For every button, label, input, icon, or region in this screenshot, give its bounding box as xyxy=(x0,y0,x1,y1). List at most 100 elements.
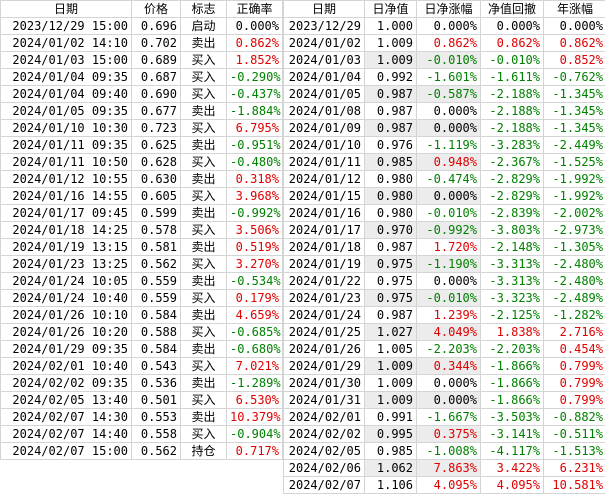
cell: 卖出 xyxy=(180,374,227,392)
cell: 0.630 xyxy=(131,170,181,188)
cell: 买入 xyxy=(180,425,227,443)
cell: -0.480% xyxy=(226,153,283,171)
cell: 1.000 xyxy=(364,17,417,35)
data-row: 2024/01/02 14:10 0.702 卖出 0.862% xyxy=(0,34,283,52)
cell: 2.716% xyxy=(543,323,605,341)
cell: 卖出 xyxy=(180,136,227,154)
cell: 0.689 xyxy=(131,51,181,69)
column-header: 日期 xyxy=(283,0,365,18)
data-row: 2024/01/24 10:05 0.559 卖出 -0.534% xyxy=(0,272,283,290)
cell: 0.799% xyxy=(543,357,605,375)
data-row: 2024/01/02 1.009 0.862% 0.862% 0.862% xyxy=(283,34,605,52)
cell: -3.283% xyxy=(480,136,544,154)
cell: 卖出 xyxy=(180,34,227,52)
cell: -3.803% xyxy=(480,221,544,239)
cell: 2024/01/16 14:55 xyxy=(0,187,132,205)
header-row: 日期 日净值 日净涨幅 净值回撤 年涨幅 xyxy=(283,0,605,18)
cell: 2024/01/26 10:10 xyxy=(0,306,132,324)
column-header: 价格 xyxy=(131,0,181,18)
cell: -1.525% xyxy=(543,153,605,171)
cell: 买入 xyxy=(180,68,227,86)
cell: 2024/01/04 09:35 xyxy=(0,68,132,86)
cell: 2024/01/04 09:40 xyxy=(0,85,132,103)
cell: -1.008% xyxy=(416,442,481,460)
cell: 2024/01/19 13:15 xyxy=(0,238,132,256)
data-row: 2024/01/04 09:40 0.690 买入 -0.437% xyxy=(0,85,283,103)
cell: 1.005 xyxy=(364,340,417,358)
cell: 1.027 xyxy=(364,323,417,341)
cell: 持仓 xyxy=(180,442,227,460)
cell: 4.095% xyxy=(480,476,544,494)
data-row: 2024/02/07 15:00 0.562 持仓 0.717% xyxy=(0,442,283,460)
cell: -0.010% xyxy=(416,204,481,222)
cell: -1.992% xyxy=(543,187,605,205)
data-row: 2024/01/23 13:25 0.562 买入 3.270% xyxy=(0,255,283,273)
cell: 0.543 xyxy=(131,357,181,375)
daily-table: 日期 日净值 日净涨幅 净值回撤 年涨幅 2023/12/29 1.000 0.000% 0.0… xyxy=(283,0,605,494)
cell: 0.985 xyxy=(364,442,417,460)
cell: 2024/01/19 xyxy=(283,255,365,273)
data-row: 2024/01/25 1.027 4.049% 1.838% 2.716% xyxy=(283,323,605,341)
cell: 买入 xyxy=(180,85,227,103)
cell: -1.190% xyxy=(416,255,481,273)
cell: 0.501 xyxy=(131,391,181,409)
cell: 0.862% xyxy=(226,34,283,52)
cell: 0.980 xyxy=(364,170,417,188)
cell: 0.454% xyxy=(543,340,605,358)
data-row: 2024/01/04 0.992 -1.601% -1.611% -0.762% xyxy=(283,68,605,86)
data-row: 2023/12/29 1.000 0.000% 0.000% 0.000% xyxy=(283,17,605,35)
cell: 1.009 xyxy=(364,374,417,392)
cell: 买入 xyxy=(180,357,227,375)
cell: -1.305% xyxy=(543,238,605,256)
cell: 2024/02/06 xyxy=(283,459,365,477)
cell: 0.948% xyxy=(416,153,481,171)
data-row: 2024/01/05 0.987 -0.587% -2.188% -1.345% xyxy=(283,85,605,103)
cell: 4.095% xyxy=(416,476,481,494)
cell: 0.696 xyxy=(131,17,181,35)
cell: 1.009 xyxy=(364,34,417,52)
cell: -2.367% xyxy=(480,153,544,171)
cell: -0.951% xyxy=(226,136,283,154)
cell: 2024/01/03 15:00 xyxy=(0,51,132,69)
cell: -3.313% xyxy=(480,255,544,273)
cell: 4.659% xyxy=(226,306,283,324)
data-row: 2024/01/24 0.987 1.239% -2.125% -1.282% xyxy=(283,306,605,324)
data-row: 2024/01/17 09:45 0.599 卖出 -0.992% xyxy=(0,204,283,222)
cell: 2024/01/23 xyxy=(283,289,365,307)
cell: 2024/01/25 xyxy=(283,323,365,341)
cell: -2.148% xyxy=(480,238,544,256)
cell: -0.904% xyxy=(226,425,283,443)
data-row: 2024/01/10 0.976 -1.119% -3.283% -2.449% xyxy=(283,136,605,154)
cell: -1.866% xyxy=(480,374,544,392)
cell: 0.000% xyxy=(416,17,481,35)
cell: 2024/01/09 xyxy=(283,119,365,137)
data-row: 2024/01/16 0.980 -0.010% -2.839% -2.002% xyxy=(283,204,605,222)
cell: 2024/02/07 14:30 xyxy=(0,408,132,426)
cell: -2.188% xyxy=(480,85,544,103)
cell: 0.987 xyxy=(364,238,417,256)
cell: 买入 xyxy=(180,255,227,273)
cell: 买入 xyxy=(180,289,227,307)
cell: 2024/01/26 xyxy=(283,340,365,358)
cell: -2.203% xyxy=(416,340,481,358)
cell: 买入 xyxy=(180,119,227,137)
cell: 0.519% xyxy=(226,238,283,256)
data-row: 2024/01/03 1.009 -0.010% -0.010% 0.852% xyxy=(283,51,605,69)
cell: -3.503% xyxy=(480,408,544,426)
cell: 2024/01/12 xyxy=(283,170,365,188)
cell: 0.975 xyxy=(364,272,417,290)
cell: -1.866% xyxy=(480,357,544,375)
cell: 1.106 xyxy=(364,476,417,494)
cell: 3.506% xyxy=(226,221,283,239)
data-row: 2024/01/26 10:10 0.584 卖出 4.659% xyxy=(0,306,283,324)
data-row: 2024/01/18 14:25 0.578 买入 3.506% xyxy=(0,221,283,239)
cell: 0.588 xyxy=(131,323,181,341)
cell: 0.995 xyxy=(364,425,417,443)
cell: -0.010% xyxy=(416,51,481,69)
cell: 0.723 xyxy=(131,119,181,137)
cell: 2023/12/29 xyxy=(283,17,365,35)
cell: -0.474% xyxy=(416,170,481,188)
column-header: 日净值 xyxy=(364,0,417,18)
cell: 买入 xyxy=(180,221,227,239)
